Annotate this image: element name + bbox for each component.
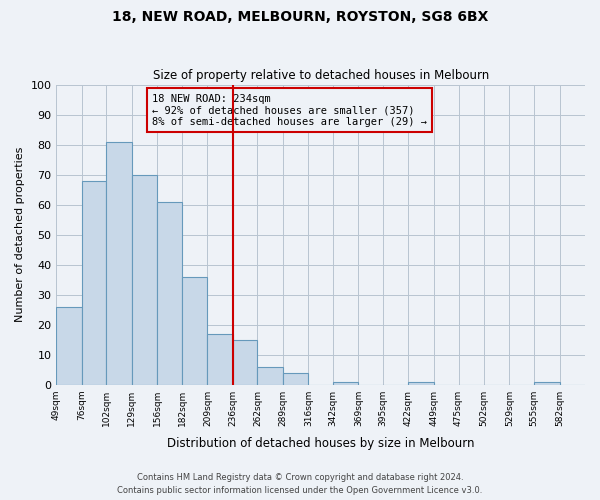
Bar [409,382,434,384]
Bar [157,202,182,384]
Text: 18 NEW ROAD: 234sqm
← 92% of detached houses are smaller (357)
8% of semi-detach: 18 NEW ROAD: 234sqm ← 92% of detached ho… [152,94,427,127]
Text: Contains HM Land Registry data © Crown copyright and database right 2024.
Contai: Contains HM Land Registry data © Crown c… [118,473,482,495]
Bar [233,340,257,384]
Bar [106,142,132,384]
Bar [132,174,157,384]
Bar [283,372,308,384]
Title: Size of property relative to detached houses in Melbourn: Size of property relative to detached ho… [152,69,489,82]
Bar [182,276,208,384]
Bar [56,306,82,384]
Bar [82,180,106,384]
Y-axis label: Number of detached properties: Number of detached properties [15,147,25,322]
Bar [534,382,560,384]
X-axis label: Distribution of detached houses by size in Melbourn: Distribution of detached houses by size … [167,437,475,450]
Bar [208,334,233,384]
Bar [257,366,283,384]
Text: 18, NEW ROAD, MELBOURN, ROYSTON, SG8 6BX: 18, NEW ROAD, MELBOURN, ROYSTON, SG8 6BX [112,10,488,24]
Bar [333,382,358,384]
